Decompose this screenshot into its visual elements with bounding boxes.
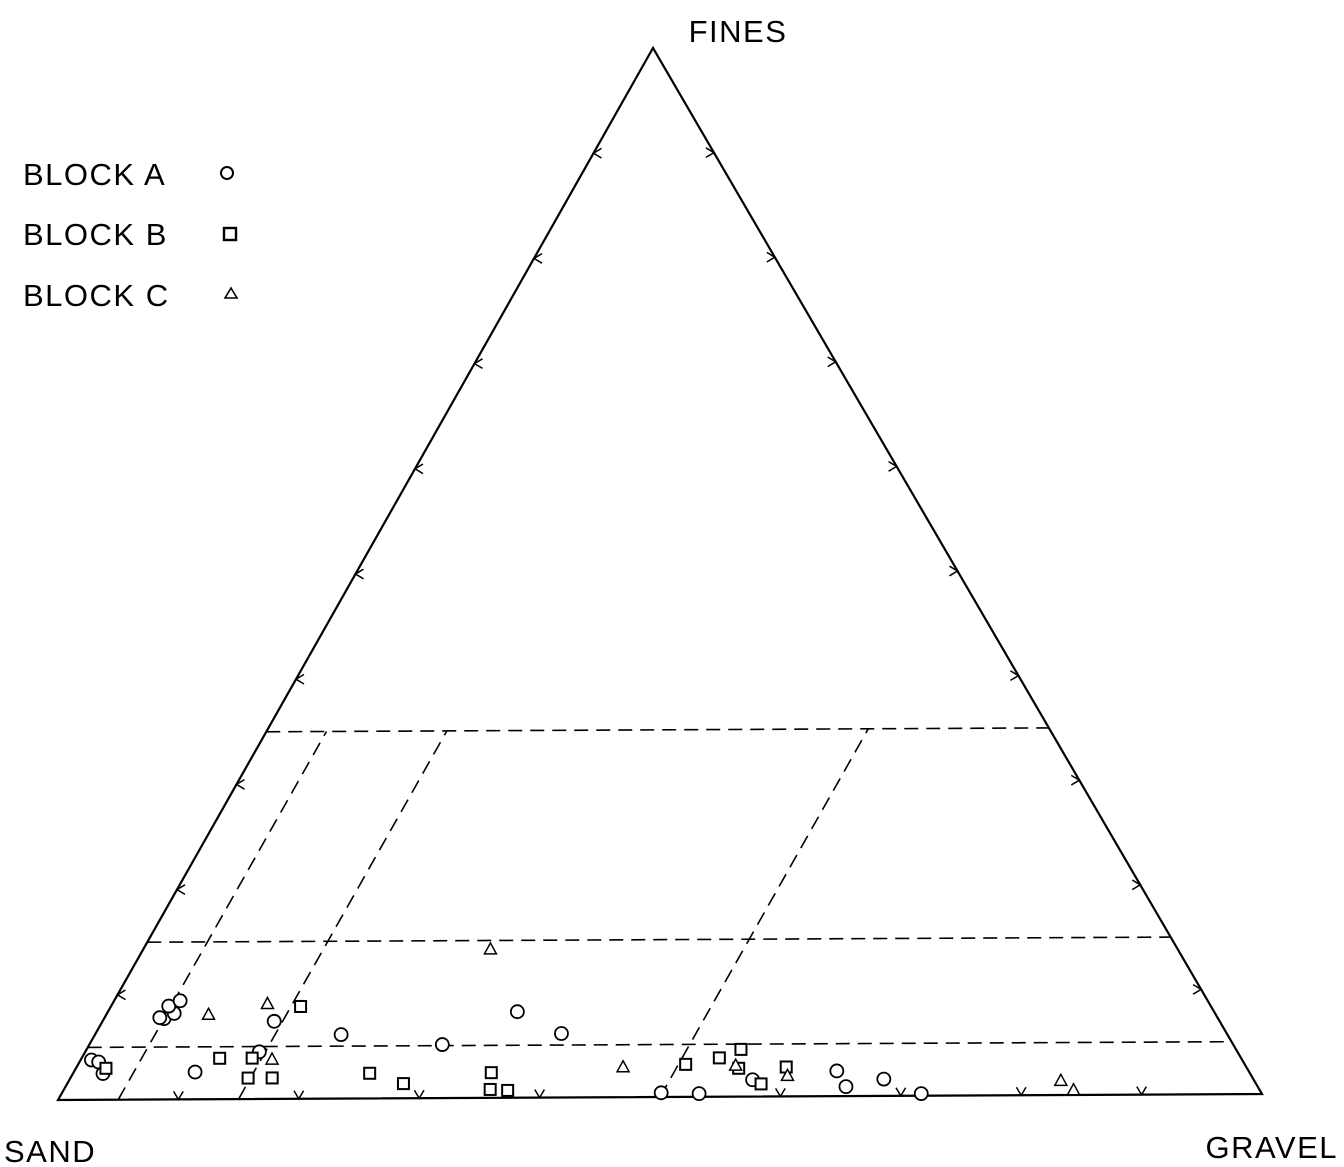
block-c-point-3 bbox=[483, 941, 498, 955]
tick-bottom-30 bbox=[413, 1089, 425, 1100]
block-a-point-19 bbox=[838, 1079, 854, 1095]
block-b-point-4 bbox=[265, 1071, 279, 1085]
block-a-point-20 bbox=[876, 1071, 892, 1087]
dashed-fines-line-35 bbox=[266, 727, 1049, 733]
block-b-point-13 bbox=[734, 1042, 748, 1056]
block-a-point-11 bbox=[333, 1027, 349, 1042]
legend-marker-triangle bbox=[223, 286, 239, 299]
grid-layer bbox=[87, 727, 1232, 1101]
tick-right-40 bbox=[1010, 670, 1020, 682]
tick-left-80 bbox=[532, 252, 543, 264]
block-b-point-2 bbox=[245, 1051, 259, 1065]
block-a-point-10 bbox=[266, 1013, 282, 1029]
legend-label-block-b: BLOCK B bbox=[23, 217, 168, 252]
tick-bottom-90 bbox=[1136, 1086, 1148, 1097]
dashed-fines-line-15 bbox=[147, 936, 1171, 944]
block-c-point-1 bbox=[260, 995, 275, 1010]
block-a-point-15 bbox=[653, 1085, 669, 1101]
block-c-point-5 bbox=[728, 1057, 743, 1071]
legend-entry-block-c: BLOCK C bbox=[23, 278, 239, 313]
block-c-point-0 bbox=[201, 1006, 216, 1021]
tick-left-50 bbox=[354, 568, 364, 580]
legend: BLOCK A BLOCK B BLOCK C bbox=[23, 157, 239, 313]
tick-right-30 bbox=[1070, 774, 1081, 786]
tick-left-40 bbox=[294, 673, 305, 685]
tick-left-90 bbox=[592, 147, 602, 159]
block-a-point-16 bbox=[691, 1086, 707, 1102]
block-a-point-14 bbox=[554, 1026, 569, 1041]
tick-bottom-40 bbox=[534, 1089, 546, 1100]
block-b-point-7 bbox=[396, 1077, 410, 1091]
tick-marks bbox=[116, 147, 1203, 1101]
block-a-point-1 bbox=[152, 1010, 168, 1026]
block-b-point-9 bbox=[483, 1082, 497, 1096]
tick-left-70 bbox=[473, 358, 483, 370]
tick-right-60 bbox=[888, 460, 899, 472]
block-a-point-21 bbox=[913, 1086, 929, 1101]
block-b-point-12 bbox=[712, 1051, 726, 1065]
tick-left-10 bbox=[116, 989, 126, 1001]
dashed-gravel-line-50 bbox=[659, 728, 869, 1098]
legend-entry-block-a: BLOCK A bbox=[23, 157, 234, 192]
tick-right-50 bbox=[949, 565, 959, 577]
block-b-point-3 bbox=[241, 1071, 255, 1085]
data-points bbox=[84, 941, 1081, 1102]
tick-right-20 bbox=[1131, 879, 1142, 891]
legend-label-block-a: BLOCK A bbox=[23, 157, 166, 192]
block-a-point-4 bbox=[172, 993, 188, 1009]
block-b-point-8 bbox=[484, 1066, 498, 1080]
tick-bottom-70 bbox=[895, 1087, 907, 1098]
block-b-point-5 bbox=[294, 999, 308, 1013]
vertex-label-gravel: GRAVEL bbox=[1206, 1130, 1338, 1165]
block-a-point-18 bbox=[829, 1063, 845, 1079]
legend-label-block-c: BLOCK C bbox=[23, 278, 170, 313]
dashed-gravel-line-5 bbox=[117, 731, 328, 1101]
dashed-fines-line-5 bbox=[87, 1040, 1232, 1049]
tick-left-30 bbox=[235, 778, 245, 790]
block-a-point-8 bbox=[187, 1064, 203, 1080]
block-c-point-7 bbox=[1053, 1072, 1069, 1087]
vertex-label-fines: FINES bbox=[689, 14, 788, 49]
tick-right-70 bbox=[827, 356, 838, 368]
block-b-point-15 bbox=[754, 1077, 768, 1091]
block-c-point-6 bbox=[780, 1067, 795, 1082]
tick-bottom-10 bbox=[172, 1091, 184, 1101]
block-b-point-1 bbox=[213, 1051, 227, 1065]
tick-bottom-80 bbox=[1015, 1086, 1027, 1097]
block-b-point-0 bbox=[99, 1061, 113, 1075]
block-c-point-8 bbox=[1066, 1082, 1081, 1096]
tick-left-60 bbox=[413, 463, 424, 475]
tick-bottom-60 bbox=[774, 1088, 786, 1098]
tick-right-90 bbox=[705, 147, 716, 159]
block-a-point-12 bbox=[434, 1037, 450, 1052]
block-b-point-10 bbox=[501, 1083, 515, 1097]
vertex-label-sand: SAND bbox=[4, 1134, 96, 1167]
block-b-point-6 bbox=[363, 1066, 377, 1080]
block-a-point-13 bbox=[509, 1004, 525, 1020]
tick-bottom-20 bbox=[293, 1090, 305, 1101]
tick-right-10 bbox=[1192, 983, 1203, 995]
tick-right-80 bbox=[766, 251, 777, 263]
block-b-point-11 bbox=[679, 1057, 693, 1071]
tick-left-20 bbox=[175, 884, 186, 896]
legend-marker-square bbox=[222, 226, 238, 242]
block-c-point-4 bbox=[615, 1059, 631, 1073]
dashed-gravel-line-15 bbox=[237, 730, 448, 1100]
block-c-point-2 bbox=[264, 1051, 280, 1065]
legend-entry-block-b: BLOCK B bbox=[23, 217, 238, 252]
legend-marker-circle bbox=[220, 166, 234, 180]
